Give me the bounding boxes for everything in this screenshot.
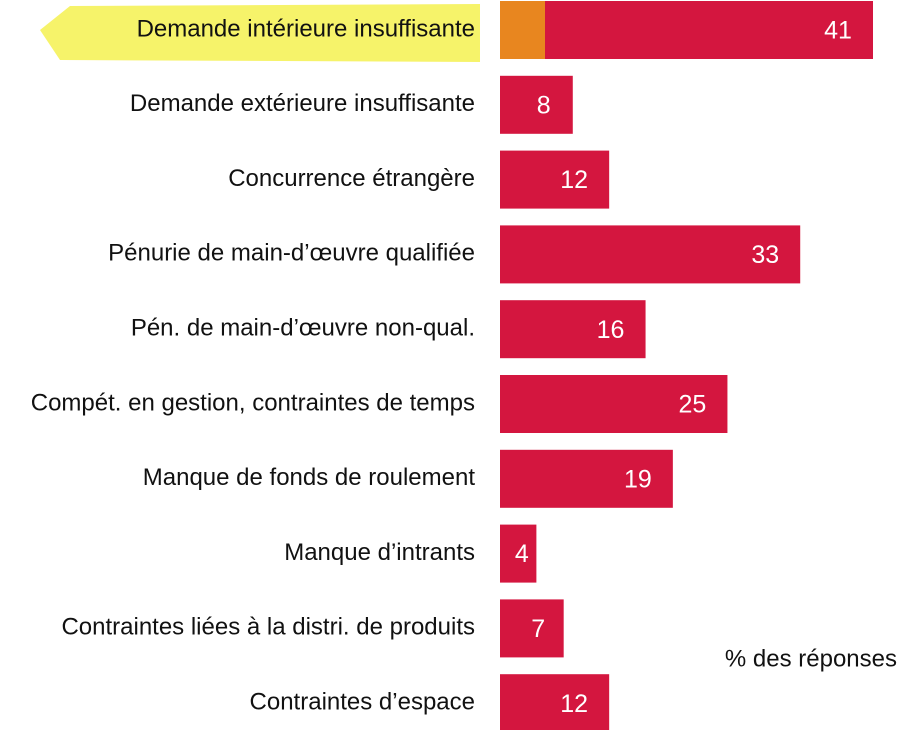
- value-label: 33: [751, 241, 779, 269]
- category-label: Manque de fonds de roulement: [143, 464, 476, 491]
- category-label: Demande intérieure insuffisante: [137, 15, 475, 42]
- bar: [500, 150, 610, 209]
- category-label: Concurrence étrangère: [228, 165, 475, 192]
- category-label: Demande extérieure insuffisante: [130, 90, 475, 117]
- value-label: 8: [537, 91, 551, 119]
- bar: [500, 225, 801, 284]
- category-label: Pén. de main-d’œuvre non-qual.: [131, 315, 475, 342]
- bar: [500, 300, 646, 359]
- bar: [500, 524, 537, 583]
- category-label: Contraintes d’espace: [250, 689, 475, 716]
- annotation: % des réponses: [725, 645, 897, 672]
- category-label: Pénurie de main-d’œuvre qualifiée: [108, 240, 475, 267]
- label-highlight: [40, 4, 480, 62]
- bar: [500, 1, 873, 59]
- value-label: 25: [679, 391, 707, 419]
- value-label: 7: [531, 615, 545, 643]
- bar: [500, 75, 573, 134]
- value-label: 4: [515, 540, 529, 568]
- bar: [500, 375, 728, 433]
- bar: [500, 674, 610, 730]
- value-label: 19: [624, 465, 652, 493]
- category-label: Manque d’intrants: [284, 539, 475, 566]
- value-label: 41: [824, 17, 852, 45]
- category-label: Contraintes liées à la distri. de produi…: [61, 614, 475, 641]
- value-label: 12: [560, 690, 588, 718]
- value-label: 16: [597, 316, 625, 344]
- bar: [500, 599, 564, 658]
- value-label: 12: [560, 166, 588, 194]
- bar-highlight: [500, 1, 545, 59]
- category-label: Compét. en gestion, contraintes de temps: [31, 389, 475, 416]
- bar: [500, 449, 673, 508]
